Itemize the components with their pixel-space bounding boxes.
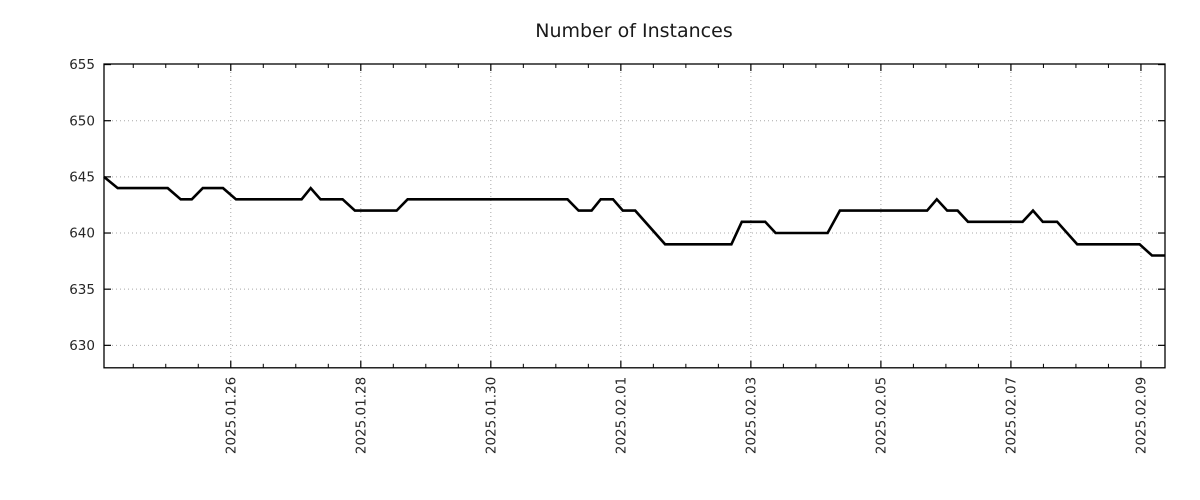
x-tick-label: 2025.02.01 — [614, 377, 630, 454]
chart-title: Number of Instances — [535, 20, 732, 42]
x-tick-label: 2025.02.03 — [744, 377, 760, 454]
x-tick-label: 2025.01.28 — [354, 377, 370, 454]
plot-border — [103, 63, 1166, 369]
series-line — [103, 175, 1165, 257]
y-tick-label: 655 — [69, 57, 95, 73]
x-tick-label: 2025.02.09 — [1134, 377, 1150, 454]
axes — [103, 63, 1166, 369]
x-tick-label: 2025.02.05 — [874, 377, 890, 454]
y-tick-label: 650 — [69, 113, 95, 129]
grid-lines — [104, 64, 1165, 368]
x-tick-label: 2025.01.26 — [224, 377, 240, 454]
y-tick-label: 645 — [69, 169, 95, 185]
axis-tick-labels: 2025.01.26 2025.01.28 2025.01.30 2025.02.01… — [69, 57, 1150, 454]
y-tick-label: 635 — [69, 282, 95, 298]
x-tick-label: 2025.02.07 — [1004, 377, 1020, 454]
y-tick-label: 630 — [69, 338, 95, 354]
x-tick-label: 2025.01.30 — [484, 377, 500, 454]
data-series — [103, 175, 1165, 257]
y-tick-label: 640 — [69, 226, 95, 242]
